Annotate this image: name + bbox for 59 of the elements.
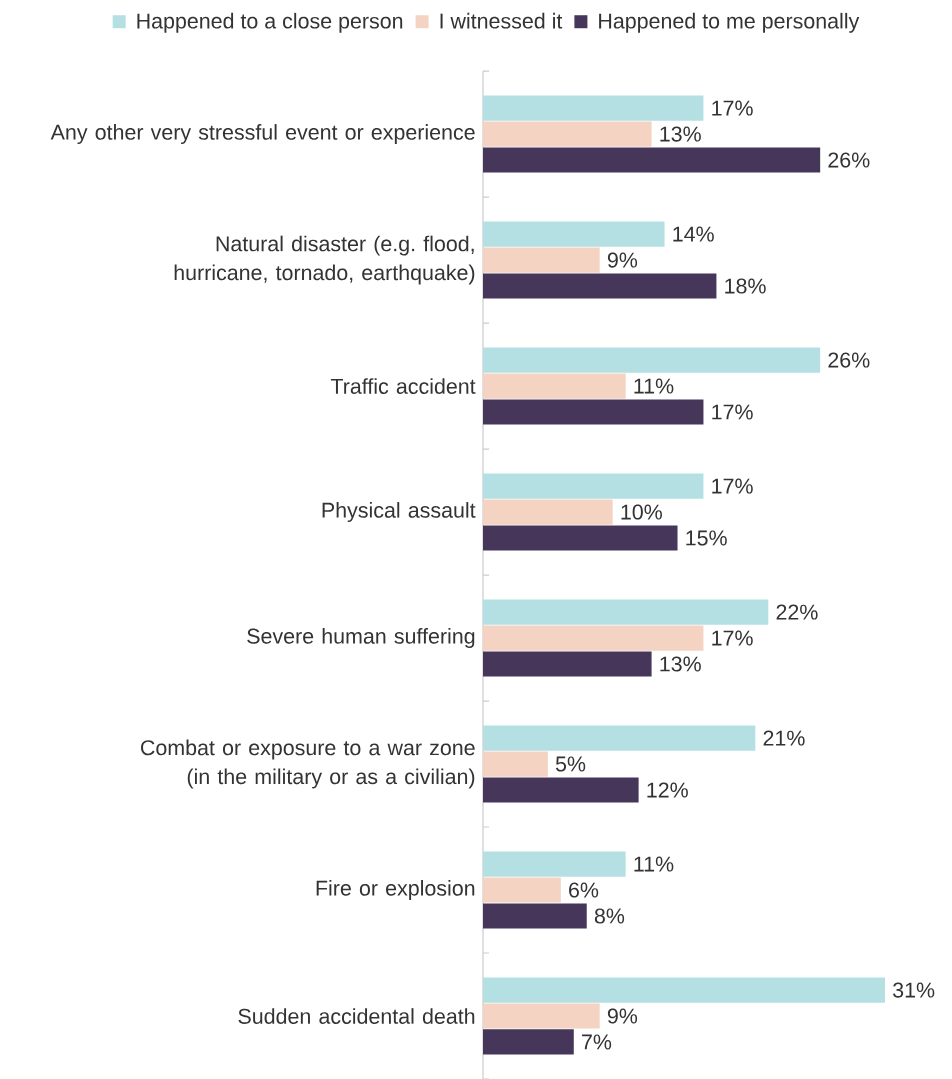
data-label: 13% (660, 126, 701, 142)
y-tick-label: Physical assault (322, 502, 476, 523)
bar (483, 499, 613, 525)
data-label: 17% (712, 478, 753, 494)
bar (483, 751, 548, 777)
legend-label: Happened to a close person (137, 12, 403, 33)
data-label: 13% (660, 656, 701, 672)
bar (483, 1003, 600, 1029)
bar (483, 247, 600, 273)
data-label: 14% (673, 226, 714, 242)
bar (483, 121, 652, 147)
data-label: 9% (607, 252, 638, 268)
data-label: 21% (763, 730, 805, 746)
y-tick-label: Combat or exposure to a war zone (in the military or as a civilian) (141, 739, 475, 789)
bar (483, 651, 652, 677)
data-label: 17% (712, 100, 753, 116)
data-label: 17% (712, 630, 753, 646)
data-label: 22% (776, 604, 818, 620)
legend-label: Happened to me personally (599, 12, 860, 33)
legend-label: I witnessed it (440, 12, 563, 29)
data-label: 7% (582, 1034, 612, 1050)
data-label: 6% (569, 882, 599, 898)
y-tick-label: Fire or explosion (316, 880, 475, 901)
data-label: 15% (686, 530, 727, 546)
data-label: 26% (828, 152, 870, 168)
bar (483, 1029, 574, 1055)
bar (483, 95, 704, 121)
y-tick-label: Sudden accidental death (238, 1008, 475, 1024)
data-label: 18% (725, 278, 766, 294)
bar (483, 221, 665, 247)
y-tick-label: Any other very stressful event or experience (50, 124, 475, 145)
y-tick-label: Severe human suffering (247, 628, 475, 649)
bar (483, 347, 821, 373)
data-label: 10% (621, 504, 662, 520)
data-label: 11% (634, 856, 674, 872)
bar (483, 725, 756, 751)
y-tick-label: Natural disaster (e.g. flood, hurricane, tornado, earthquake) (174, 235, 475, 285)
bar (483, 273, 717, 299)
y-tick-label: Traffic accident (330, 378, 476, 394)
data-label: 9% (607, 1008, 638, 1024)
bar (483, 777, 639, 803)
bar (483, 877, 561, 903)
bar (483, 373, 626, 399)
bar (483, 525, 678, 551)
bar (483, 977, 885, 1003)
data-label: 11% (634, 378, 674, 394)
bar (483, 903, 587, 929)
data-label: 8% (594, 908, 625, 924)
data-label: 5% (555, 756, 586, 772)
bar (483, 399, 704, 425)
data-label: 31% (893, 982, 935, 998)
data-label: 26% (828, 352, 870, 368)
data-label: 12% (647, 782, 688, 798)
data-label: 17% (712, 404, 753, 420)
bar (483, 473, 704, 499)
bar (483, 147, 821, 173)
bar (483, 599, 769, 625)
bar (483, 625, 704, 651)
bar (483, 851, 626, 877)
